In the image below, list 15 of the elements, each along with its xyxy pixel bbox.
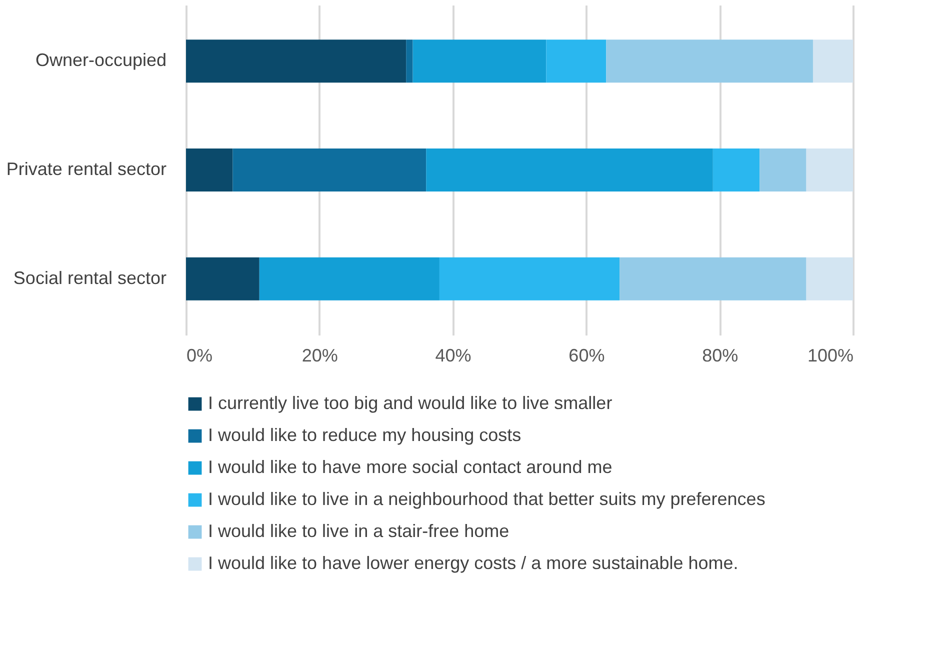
legend-label: I would like to have more social contact around me [208,457,612,477]
x-tick-label: 0% [186,346,213,366]
x-tick-label: 100% [807,346,854,366]
legend-label: I would like to live in a neighbourhood that better suits my preferences [208,489,766,509]
y-tick-label: Owner-occupied [35,50,166,70]
x-tick-label: 20% [302,346,338,366]
legend-label: I would like to live in a stair-free home [208,521,510,541]
y-tick-label: Social rental sector [13,268,166,288]
x-tick-label: 60% [568,346,605,366]
x-tick-label: 40% [435,346,472,366]
legend-label: I currently live too big and would like to live smaller [208,393,612,413]
legend-label: I would like to have lower energy costs / a more sustainable home. [208,553,738,573]
y-tick-label: Private rental sector [6,159,166,179]
x-tick-label: 80% [702,346,738,366]
legend-label: I would like to reduce my housing costs [208,425,522,445]
